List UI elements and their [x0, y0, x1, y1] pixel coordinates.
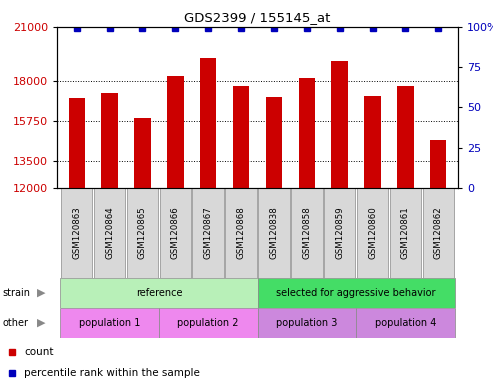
Bar	[356, 308, 455, 338]
Bar	[291, 188, 322, 278]
Text: GSM120864: GSM120864	[105, 207, 114, 259]
Text: count: count	[25, 347, 54, 357]
Bar	[324, 188, 355, 278]
Text: strain: strain	[2, 288, 31, 298]
Text: population 4: population 4	[375, 318, 436, 328]
Bar	[430, 140, 447, 188]
Bar	[423, 188, 454, 278]
Text: GSM120866: GSM120866	[171, 207, 180, 259]
Bar	[331, 61, 348, 188]
Text: GSM120867: GSM120867	[204, 207, 212, 259]
Text: population 3: population 3	[276, 318, 338, 328]
Bar	[258, 188, 290, 278]
Bar	[257, 308, 356, 338]
Text: GSM120868: GSM120868	[237, 207, 246, 259]
Text: GSM120865: GSM120865	[138, 207, 147, 259]
Text: GSM120861: GSM120861	[401, 207, 410, 259]
Bar	[61, 188, 93, 278]
Bar	[200, 58, 216, 188]
Text: other: other	[2, 318, 29, 328]
Text: GSM120862: GSM120862	[434, 207, 443, 259]
Text: ▶: ▶	[37, 318, 45, 328]
Bar	[69, 98, 85, 188]
Text: ▶: ▶	[37, 288, 45, 298]
Bar	[192, 188, 224, 278]
Bar	[357, 188, 388, 278]
Bar	[60, 278, 257, 308]
Bar	[134, 118, 151, 188]
Bar	[167, 76, 183, 188]
Bar	[60, 308, 159, 338]
Bar	[233, 86, 249, 188]
Text: percentile rank within the sample: percentile rank within the sample	[25, 368, 200, 378]
Text: GSM120858: GSM120858	[302, 207, 311, 259]
Title: GDS2399 / 155145_at: GDS2399 / 155145_at	[184, 11, 331, 24]
Text: GSM120838: GSM120838	[270, 207, 279, 259]
Bar	[389, 188, 421, 278]
Text: GSM120860: GSM120860	[368, 207, 377, 259]
Bar	[102, 93, 118, 188]
Bar	[94, 188, 125, 278]
Bar	[159, 308, 257, 338]
Bar	[127, 188, 158, 278]
Bar	[397, 86, 414, 188]
Bar	[266, 98, 282, 188]
Text: selected for aggressive behavior: selected for aggressive behavior	[277, 288, 436, 298]
Text: reference: reference	[136, 288, 182, 298]
Text: population 1: population 1	[79, 318, 141, 328]
Text: GSM120863: GSM120863	[72, 207, 81, 259]
Bar	[160, 188, 191, 278]
Bar	[225, 188, 257, 278]
Text: population 2: population 2	[177, 318, 239, 328]
Bar	[257, 278, 455, 308]
Bar	[299, 78, 315, 188]
Text: GSM120859: GSM120859	[335, 207, 344, 259]
Bar	[364, 96, 381, 188]
